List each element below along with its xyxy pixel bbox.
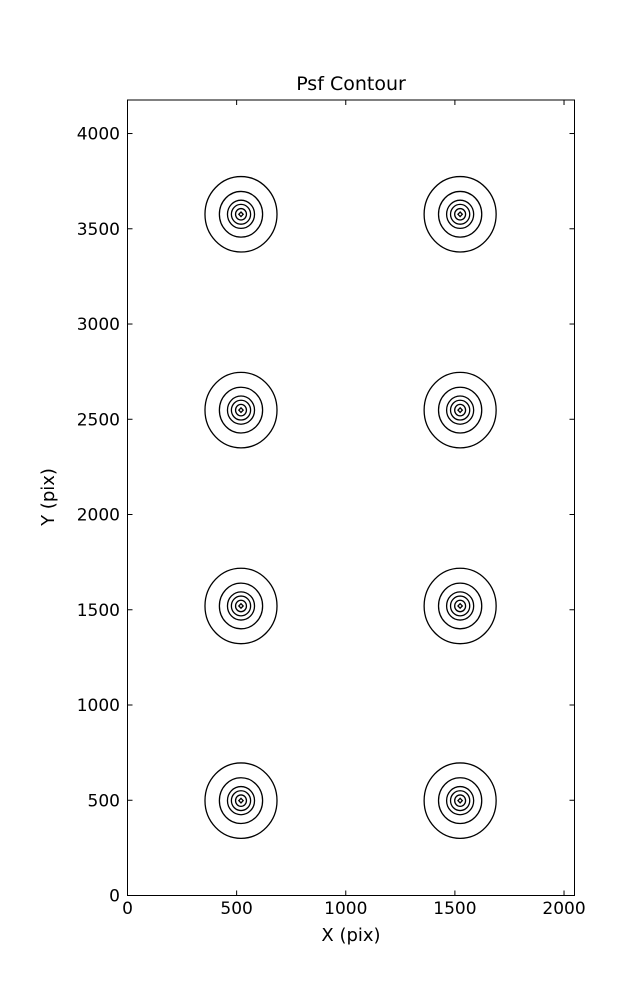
contour-level-innermost: [457, 602, 464, 610]
contour-level-innermost: [457, 797, 464, 804]
contour-level: [423, 567, 497, 645]
contour-level: [230, 595, 252, 617]
y-tick-label: 3500: [77, 220, 120, 240]
contour-level: [449, 203, 471, 225]
x-tick-label: 1000: [324, 899, 367, 919]
y-axis-label: Y (pix): [38, 468, 59, 527]
contour-level: [445, 199, 475, 230]
contour-level: [234, 207, 248, 221]
contour-level: [234, 599, 248, 613]
contour-level: [218, 190, 264, 238]
contour-level: [234, 794, 248, 807]
contour-level: [230, 790, 252, 812]
contour-level: [454, 403, 467, 417]
contour-level: [454, 207, 467, 221]
contour-level-innermost: [237, 211, 245, 218]
tick-marks: [127, 100, 575, 896]
contour-level-innermost: [237, 797, 245, 804]
contour-level: [454, 794, 467, 807]
contour-level: [423, 175, 497, 253]
contour-level: [218, 582, 264, 630]
contour-level: [226, 785, 256, 816]
contour-level: [445, 395, 475, 425]
contour-level: [449, 399, 471, 421]
contour-level: [449, 790, 471, 812]
contour-level: [226, 395, 256, 425]
contour-level: [204, 762, 278, 840]
contour-level-innermost: [237, 406, 245, 414]
contour-level: [230, 203, 252, 225]
x-tick-label: 1500: [433, 899, 476, 919]
contour-level: [226, 591, 256, 621]
contour-level: [204, 371, 278, 449]
y-tick-label: 500: [88, 791, 120, 811]
contour-level: [234, 403, 248, 417]
contour-level: [423, 371, 497, 449]
x-tick-label: 2000: [542, 899, 585, 919]
x-tick-label: 500: [220, 899, 252, 919]
contour-level: [454, 599, 467, 613]
y-tick-label: 3000: [77, 315, 120, 335]
plot-title: Psf Contour: [296, 73, 406, 95]
contour-level: [204, 567, 278, 645]
contour-level: [437, 777, 483, 825]
contour-level-innermost: [457, 406, 464, 414]
y-tick-label: 1000: [77, 696, 120, 716]
contour-level: [230, 399, 252, 421]
tick-labels: 0 500 1000 1500 2000 0 500 1000 1500 2000 2500 3000…: [77, 125, 586, 919]
contour-level: [218, 777, 264, 825]
contour-level: [423, 762, 497, 840]
y-tick-label: 2500: [77, 410, 120, 430]
contour-level: [445, 591, 475, 621]
contour-level: [437, 582, 483, 630]
x-tick-label: 0: [122, 899, 133, 919]
contour-level-innermost: [237, 602, 245, 610]
y-tick-label: 1500: [77, 601, 120, 621]
contour-level: [226, 199, 256, 230]
x-axis-label: X (pix): [321, 925, 380, 946]
contour-level: [437, 386, 483, 434]
contour-level: [449, 595, 471, 617]
y-tick-label: 2000: [77, 506, 120, 526]
plot-area-border: [127, 99, 575, 896]
y-tick-label: 4000: [77, 125, 120, 145]
y-tick-label: 0: [109, 887, 120, 907]
contour-level: [445, 785, 475, 816]
contour-level-innermost: [457, 211, 464, 218]
contour-level: [204, 175, 278, 253]
contour-level: [218, 386, 264, 434]
contour-curves: [204, 175, 497, 840]
contour-level: [437, 190, 483, 238]
